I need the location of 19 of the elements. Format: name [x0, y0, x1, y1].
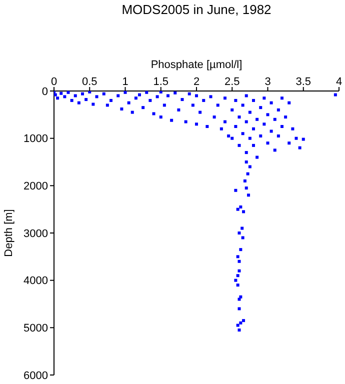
y-axis-title: Depth [m] [2, 209, 15, 257]
x-tick-label: 4 [336, 76, 342, 88]
x-tick-label: 3 [264, 76, 271, 88]
y-tick-label: 3000 [24, 228, 48, 240]
x-tick-label: 0 [50, 76, 58, 88]
y-tick-label: 1000 [24, 133, 48, 146]
y-tick-label: 5000 [24, 322, 48, 335]
y-tick-label: 4000 [24, 275, 48, 288]
x-tick-label: 1 [122, 76, 128, 88]
x-tick-label: 0.5 [82, 76, 98, 88]
x-tick-label: 2 [193, 76, 200, 88]
y-tick-label: 2000 [24, 180, 48, 193]
x-tick-label: 1.5 [153, 76, 169, 88]
y-tick-label: 0 [42, 86, 48, 98]
y-tick-label: 6000 [24, 370, 48, 382]
x-tick-label: 2.5 [224, 76, 240, 88]
x-axis-title: Phosphate [µmol/l] [150, 58, 242, 71]
chart-title: MODS2005 in June, 1982 [120, 2, 272, 17]
x-tick-label: 3.5 [296, 76, 312, 88]
